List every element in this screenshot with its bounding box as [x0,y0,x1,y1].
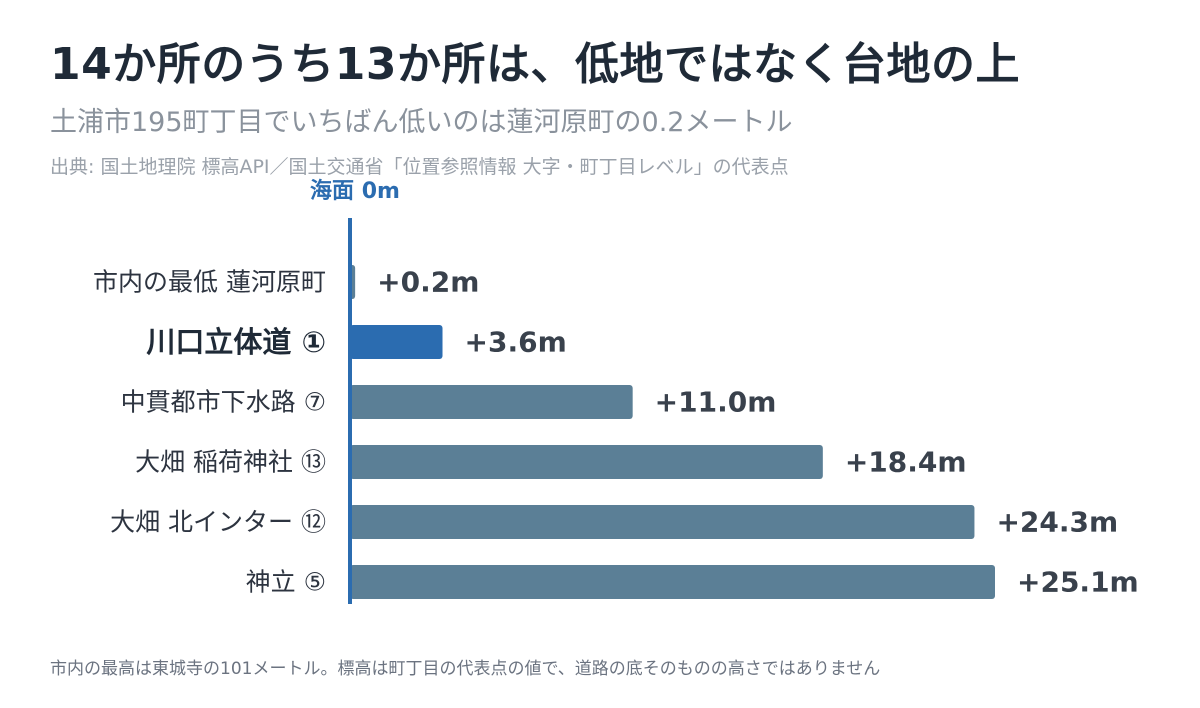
value-label-3: +11.0m [655,386,777,419]
bar-3 [350,385,633,419]
baseline-label: 海面 0m [310,178,400,204]
category-label-5: 大畑 北インター ⑫ [110,508,326,537]
category-label-1: 市内の最低 蓮河原町 [93,268,326,297]
chart-subtitle: 土浦市195町丁目でいちばん低いのは蓮河原町の0.2メートル [50,107,793,138]
chart-footnote: 市内の最高は東城寺の101メートル。標高は町丁目の代表点の値で、道路の底そのもの… [50,659,881,679]
bar-5 [350,505,975,539]
bar-2 [350,325,443,359]
value-label-2: +3.6m [465,326,567,359]
value-label-5: +24.3m [996,506,1118,539]
value-label-6: +25.1m [1017,566,1139,599]
category-label-4: 大畑 稲荷神社 ⑬ [135,448,326,477]
bar-4 [350,445,823,479]
value-label-1: +0.2m [377,266,479,299]
value-label-4: +18.4m [845,446,967,479]
category-label-2: 川口立体道 ① [146,325,326,359]
chart-source: 出典: 国土地理院 標高API／国土交通省「位置参照情報 大字・町丁目レベル」の… [50,156,789,178]
bar-6 [350,565,995,599]
category-label-3: 中貫都市下水路 ⑦ [121,388,326,417]
category-label-6: 神立 ⑤ [246,568,326,597]
chart-title: 14か所のうち13か所は、低地ではなく台地の上 [50,39,1020,90]
